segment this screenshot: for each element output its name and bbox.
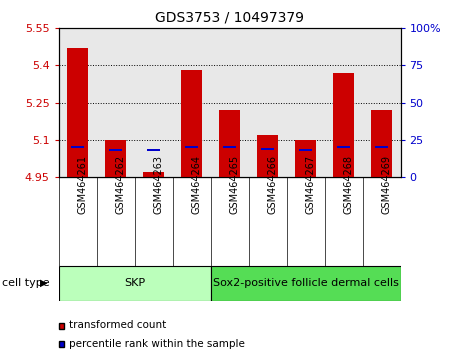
Text: GSM464263: GSM464263 xyxy=(153,155,163,213)
Bar xyxy=(257,135,278,177)
Title: GDS3753 / 10497379: GDS3753 / 10497379 xyxy=(155,10,304,24)
Text: cell type: cell type xyxy=(2,278,50,288)
Text: ▶: ▶ xyxy=(40,278,47,288)
Text: transformed count: transformed count xyxy=(69,320,166,330)
Bar xyxy=(223,146,236,148)
Bar xyxy=(295,140,316,177)
Bar xyxy=(261,148,274,150)
Bar xyxy=(333,73,354,177)
Bar xyxy=(184,146,198,148)
Bar xyxy=(219,110,240,177)
Bar xyxy=(143,172,164,177)
Text: Sox2-positive follicle dermal cells: Sox2-positive follicle dermal cells xyxy=(212,278,398,288)
Bar xyxy=(58,266,211,301)
Bar xyxy=(67,48,88,177)
Bar xyxy=(299,149,312,151)
Text: GSM464264: GSM464264 xyxy=(192,155,202,213)
Bar xyxy=(71,146,84,148)
Bar xyxy=(105,140,126,177)
Text: GSM464269: GSM464269 xyxy=(382,155,392,213)
Text: GSM464262: GSM464262 xyxy=(116,154,126,214)
Text: SKP: SKP xyxy=(124,278,145,288)
Text: GSM464261: GSM464261 xyxy=(77,155,87,213)
Bar xyxy=(211,266,400,301)
Bar xyxy=(147,149,160,151)
Bar xyxy=(337,146,350,148)
Bar xyxy=(181,70,202,177)
Text: GSM464266: GSM464266 xyxy=(267,155,278,213)
Text: percentile rank within the sample: percentile rank within the sample xyxy=(69,339,245,349)
Text: GSM464265: GSM464265 xyxy=(230,154,239,214)
Text: GSM464267: GSM464267 xyxy=(306,154,315,214)
Text: GSM464268: GSM464268 xyxy=(343,155,354,213)
Bar xyxy=(371,110,392,177)
Bar xyxy=(375,146,388,148)
Bar xyxy=(109,149,122,151)
